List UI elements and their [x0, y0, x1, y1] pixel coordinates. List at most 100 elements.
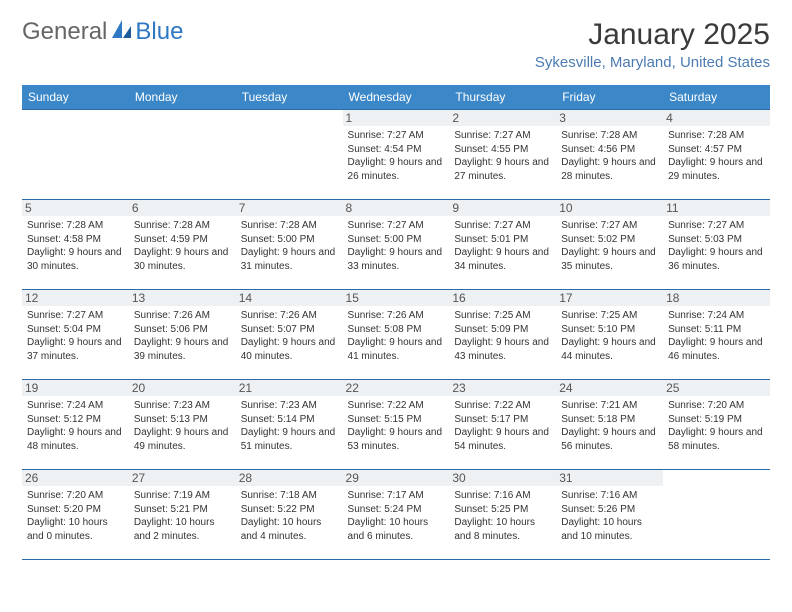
sunrise-text: Sunrise: 7:28 AM — [134, 219, 231, 233]
daylight-text: Daylight: 10 hours and 6 minutes. — [348, 516, 445, 543]
sunrise-text: Sunrise: 7:20 AM — [668, 399, 765, 413]
sunset-text: Sunset: 5:01 PM — [454, 233, 551, 247]
daylight-text: Daylight: 9 hours and 37 minutes. — [27, 336, 124, 363]
daylight-text: Daylight: 9 hours and 31 minutes. — [241, 246, 338, 273]
col-saturday: Saturday — [663, 85, 770, 110]
sunrise-text: Sunrise: 7:21 AM — [561, 399, 658, 413]
sunset-text: Sunset: 5:18 PM — [561, 413, 658, 427]
day-info: Sunrise: 7:28 AMSunset: 5:00 PMDaylight:… — [241, 219, 338, 273]
sunrise-text: Sunrise: 7:18 AM — [241, 489, 338, 503]
day-info: Sunrise: 7:27 AMSunset: 5:01 PMDaylight:… — [454, 219, 551, 273]
calendar-week: 19Sunrise: 7:24 AMSunset: 5:12 PMDayligh… — [22, 380, 770, 470]
day-info: Sunrise: 7:28 AMSunset: 4:57 PMDaylight:… — [668, 129, 765, 183]
sunset-text: Sunset: 4:59 PM — [134, 233, 231, 247]
sunset-text: Sunset: 5:24 PM — [348, 503, 445, 517]
sunset-text: Sunset: 4:57 PM — [668, 143, 765, 157]
sunrise-text: Sunrise: 7:27 AM — [348, 129, 445, 143]
daylight-text: Daylight: 9 hours and 30 minutes. — [134, 246, 231, 273]
day-info: Sunrise: 7:25 AMSunset: 5:10 PMDaylight:… — [561, 309, 658, 363]
day-number: 8 — [343, 200, 450, 216]
sunset-text: Sunset: 4:58 PM — [27, 233, 124, 247]
daylight-text: Daylight: 9 hours and 53 minutes. — [348, 426, 445, 453]
day-info: Sunrise: 7:25 AMSunset: 5:09 PMDaylight:… — [454, 309, 551, 363]
sunset-text: Sunset: 5:02 PM — [561, 233, 658, 247]
sunrise-text: Sunrise: 7:28 AM — [241, 219, 338, 233]
col-wednesday: Wednesday — [343, 85, 450, 110]
day-number: 30 — [449, 470, 556, 486]
day-number: 12 — [22, 290, 129, 306]
calendar-day-cell: 30 Sunrise: 7:16 AMSunset: 5:25 PMDayligh… — [449, 470, 556, 560]
day-number: 2 — [449, 110, 556, 126]
day-info: Sunrise: 7:21 AMSunset: 5:18 PMDaylight:… — [561, 399, 658, 453]
calendar-day-cell — [236, 110, 343, 200]
day-info: Sunrise: 7:24 AMSunset: 5:12 PMDaylight:… — [27, 399, 124, 453]
col-sunday: Sunday — [22, 85, 129, 110]
day-info: Sunrise: 7:26 AMSunset: 5:06 PMDaylight:… — [134, 309, 231, 363]
day-info: Sunrise: 7:20 AMSunset: 5:19 PMDaylight:… — [668, 399, 765, 453]
sunset-text: Sunset: 5:04 PM — [27, 323, 124, 337]
sunset-text: Sunset: 5:06 PM — [134, 323, 231, 337]
sunrise-text: Sunrise: 7:26 AM — [134, 309, 231, 323]
daylight-text: Daylight: 9 hours and 26 minutes. — [348, 156, 445, 183]
day-info: Sunrise: 7:19 AMSunset: 5:21 PMDaylight:… — [134, 489, 231, 543]
col-friday: Friday — [556, 85, 663, 110]
sunrise-text: Sunrise: 7:25 AM — [454, 309, 551, 323]
daylight-text: Daylight: 9 hours and 28 minutes. — [561, 156, 658, 183]
calendar-day-cell — [22, 110, 129, 200]
daylight-text: Daylight: 10 hours and 0 minutes. — [27, 516, 124, 543]
daylight-text: Daylight: 10 hours and 4 minutes. — [241, 516, 338, 543]
sunrise-text: Sunrise: 7:28 AM — [561, 129, 658, 143]
calendar-day-cell: 18Sunrise: 7:24 AMSunset: 5:11 PMDayligh… — [663, 290, 770, 380]
month-title: January 2025 — [535, 18, 770, 52]
sunset-text: Sunset: 5:13 PM — [134, 413, 231, 427]
day-info: Sunrise: 7:16 AMSunset: 5:25 PMDaylight:… — [454, 489, 551, 543]
calendar-week: 12Sunrise: 7:27 AMSunset: 5:04 PMDayligh… — [22, 290, 770, 380]
sunset-text: Sunset: 5:19 PM — [668, 413, 765, 427]
calendar-table: Sunday Monday Tuesday Wednesday Thursday… — [22, 85, 770, 560]
sunrise-text: Sunrise: 7:23 AM — [241, 399, 338, 413]
daylight-text: Daylight: 9 hours and 51 minutes. — [241, 426, 338, 453]
sunrise-text: Sunrise: 7:27 AM — [27, 309, 124, 323]
day-number: 28 — [236, 470, 343, 486]
daylight-text: Daylight: 9 hours and 46 minutes. — [668, 336, 765, 363]
sunset-text: Sunset: 5:09 PM — [454, 323, 551, 337]
day-info: Sunrise: 7:27 AMSunset: 5:00 PMDaylight:… — [348, 219, 445, 273]
daylight-text: Daylight: 9 hours and 56 minutes. — [561, 426, 658, 453]
sunset-text: Sunset: 5:11 PM — [668, 323, 765, 337]
calendar-day-cell: 21Sunrise: 7:23 AMSunset: 5:14 PMDayligh… — [236, 380, 343, 470]
day-number: 25 — [663, 380, 770, 396]
calendar-day-cell: 9Sunrise: 7:27 AMSunset: 5:01 PMDaylight… — [449, 200, 556, 290]
day-info: Sunrise: 7:26 AMSunset: 5:07 PMDaylight:… — [241, 309, 338, 363]
sunset-text: Sunset: 5:03 PM — [668, 233, 765, 247]
calendar-day-cell: 19Sunrise: 7:24 AMSunset: 5:12 PMDayligh… — [22, 380, 129, 470]
sunset-text: Sunset: 4:56 PM — [561, 143, 658, 157]
daylight-text: Daylight: 10 hours and 2 minutes. — [134, 516, 231, 543]
sunrise-text: Sunrise: 7:16 AM — [454, 489, 551, 503]
day-number: 6 — [129, 200, 236, 216]
sunrise-text: Sunrise: 7:17 AM — [348, 489, 445, 503]
sunrise-text: Sunrise: 7:22 AM — [454, 399, 551, 413]
page-header: General Blue January 2025 Sykesville, Ma… — [22, 18, 770, 71]
sunset-text: Sunset: 5:14 PM — [241, 413, 338, 427]
day-number — [129, 110, 236, 112]
sunrise-text: Sunrise: 7:27 AM — [454, 219, 551, 233]
day-info: Sunrise: 7:27 AMSunset: 4:54 PMDaylight:… — [348, 129, 445, 183]
sunset-text: Sunset: 5:17 PM — [454, 413, 551, 427]
day-number: 27 — [129, 470, 236, 486]
brand-logo: General Blue — [22, 18, 183, 46]
sunset-text: Sunset: 5:10 PM — [561, 323, 658, 337]
calendar-day-cell: 29Sunrise: 7:17 AMSunset: 5:24 PMDayligh… — [343, 470, 450, 560]
calendar-day-cell: 25 Sunrise: 7:20 AMSunset: 5:19 PMDayligh… — [663, 380, 770, 470]
daylight-text: Daylight: 9 hours and 29 minutes. — [668, 156, 765, 183]
day-number — [22, 110, 129, 112]
daylight-text: Daylight: 9 hours and 33 minutes. — [348, 246, 445, 273]
daylight-text: Daylight: 9 hours and 35 minutes. — [561, 246, 658, 273]
sunrise-text: Sunrise: 7:28 AM — [668, 129, 765, 143]
sunrise-text: Sunrise: 7:24 AM — [27, 399, 124, 413]
daylight-text: Daylight: 9 hours and 39 minutes. — [134, 336, 231, 363]
sunset-text: Sunset: 5:20 PM — [27, 503, 124, 517]
daylight-text: Daylight: 9 hours and 27 minutes. — [454, 156, 551, 183]
day-number: 14 — [236, 290, 343, 306]
daylight-text: Daylight: 9 hours and 30 minutes. — [27, 246, 124, 273]
day-number: 18 — [663, 290, 770, 306]
